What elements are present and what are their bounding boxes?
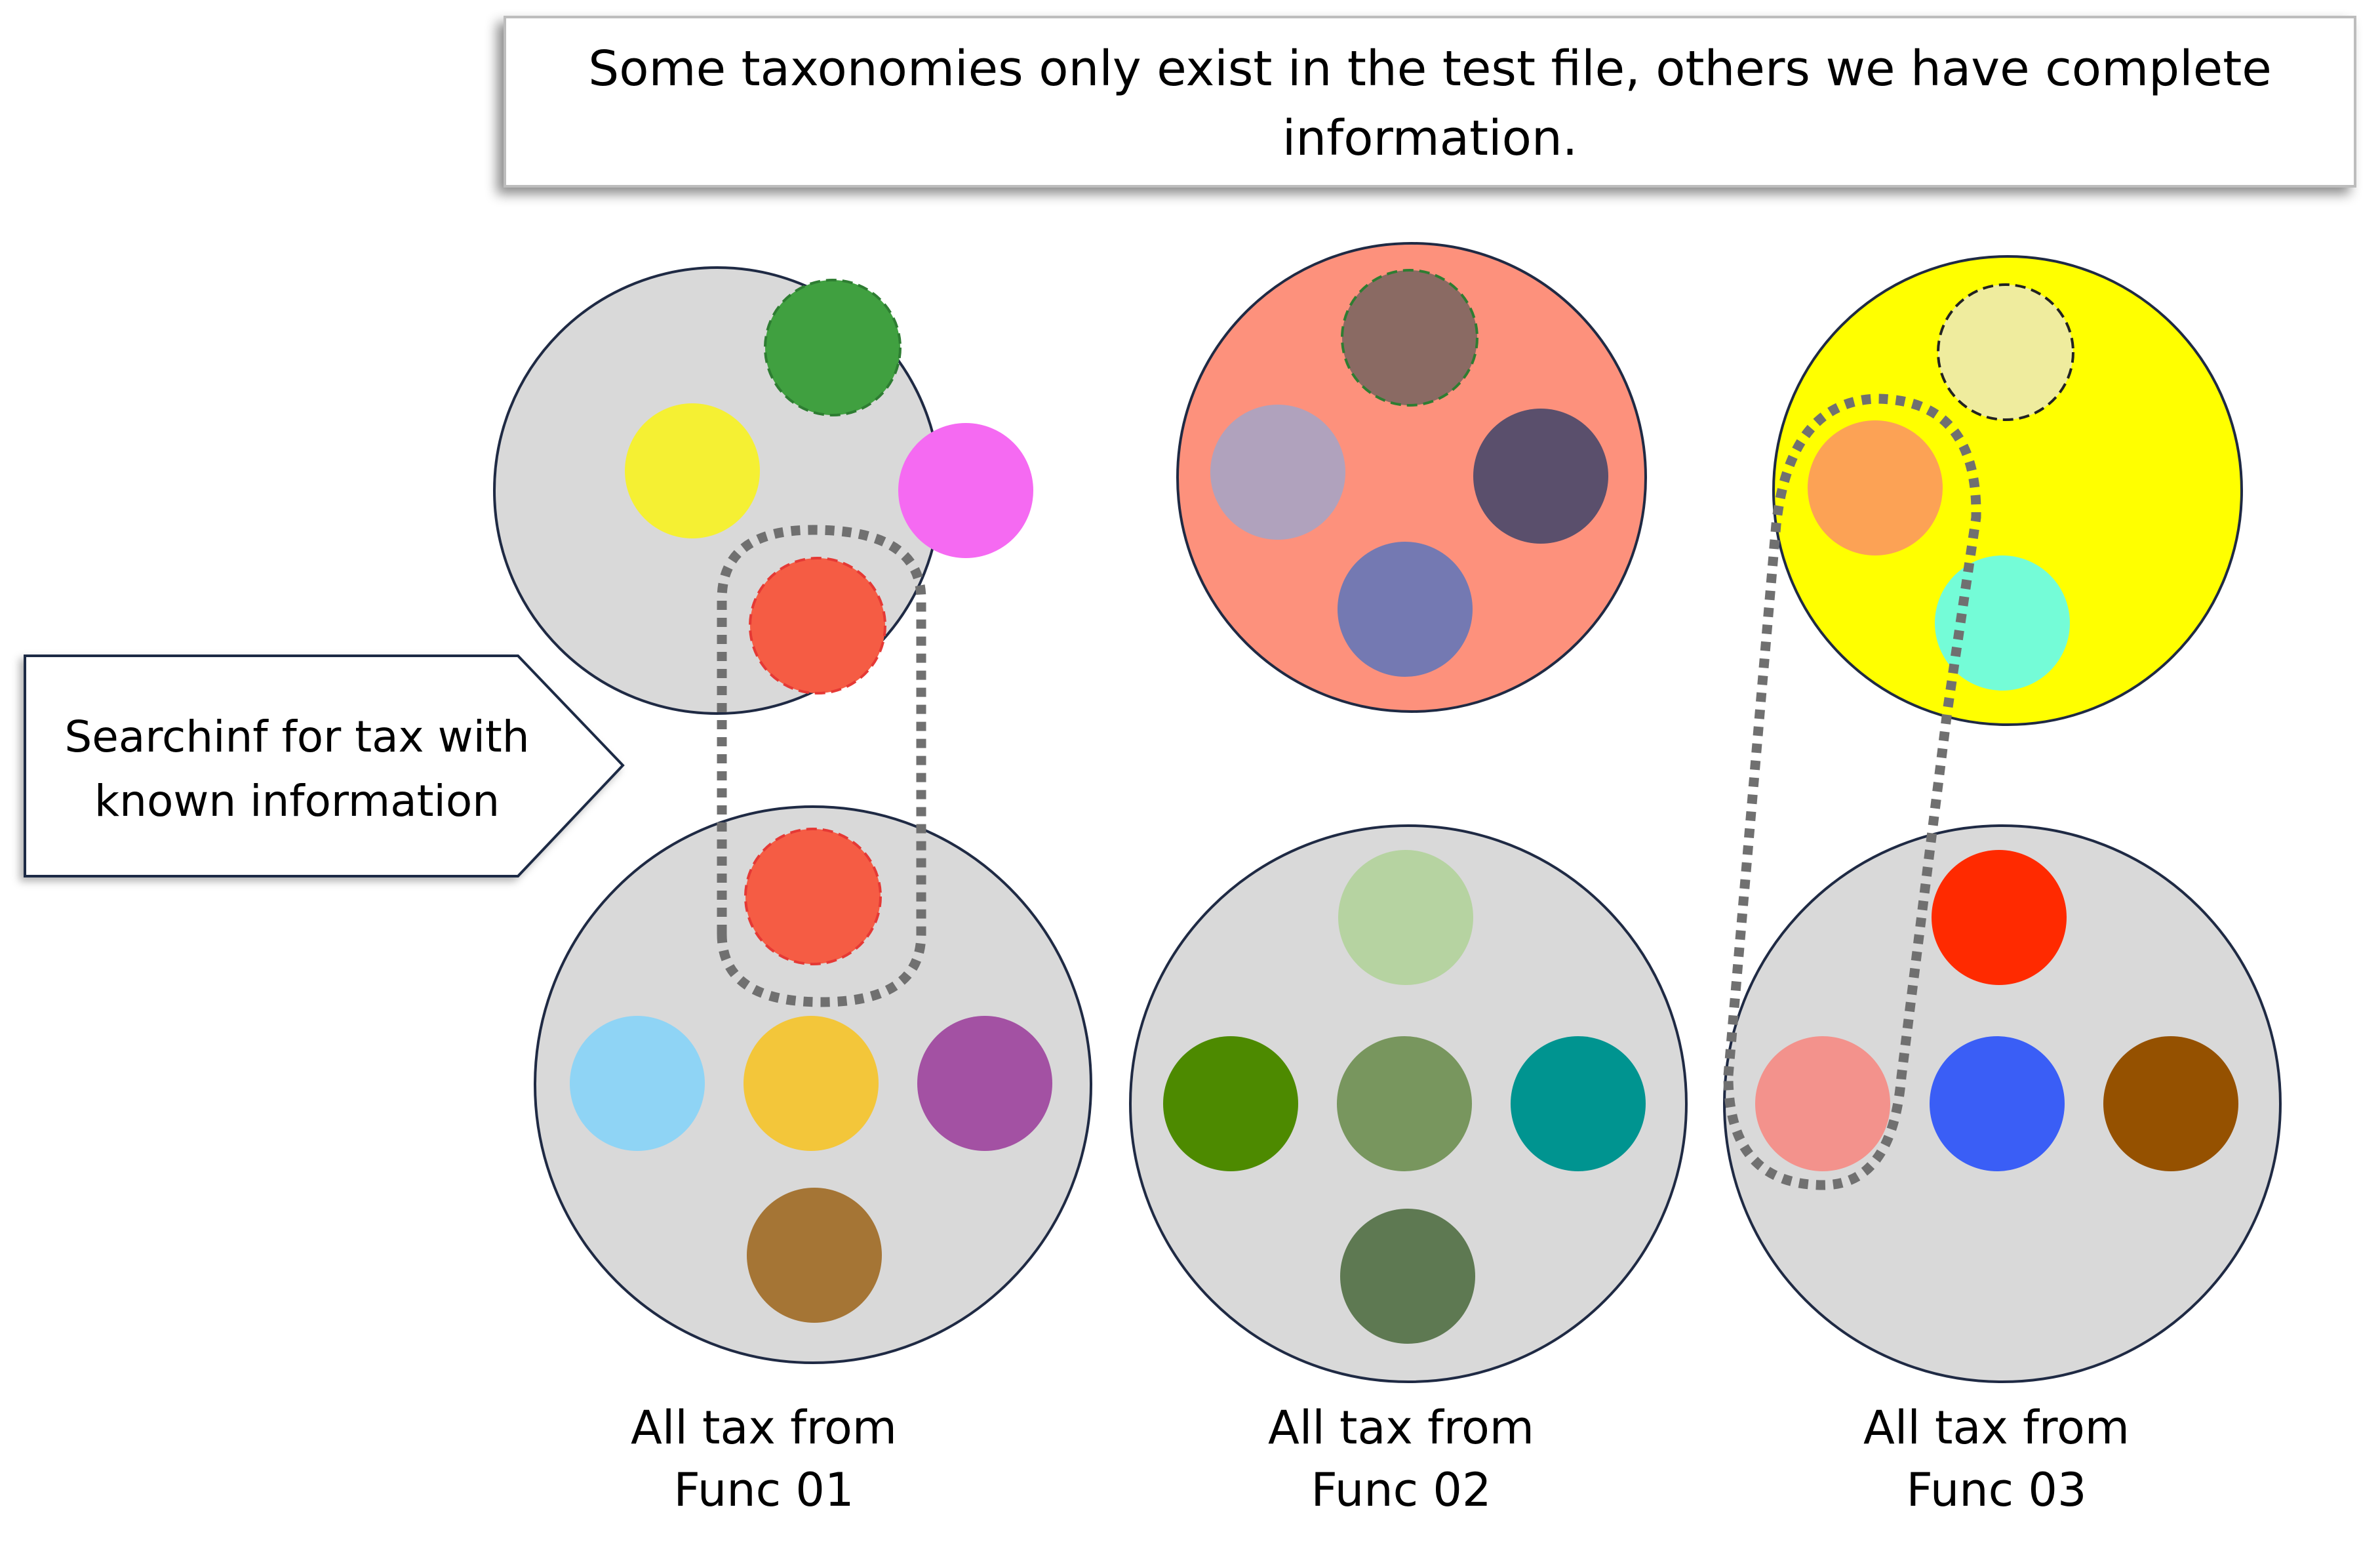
search-callout: Searchinf for tax with known information xyxy=(24,655,625,877)
test-set-1 xyxy=(493,266,1033,715)
taxon-circle xyxy=(1511,1036,1646,1171)
func-set-2 xyxy=(1129,824,1688,1383)
taxon-circle xyxy=(1340,1209,1475,1344)
match-outline-func03 xyxy=(1723,393,1981,1190)
func-label-3: All tax from Func 03 xyxy=(1863,1401,2130,1517)
test-set-2 xyxy=(1176,242,1647,713)
func-label-3-line-2: Func 03 xyxy=(1907,1463,2087,1517)
taxon-circle xyxy=(1210,405,1345,540)
taxon-circle xyxy=(2103,1036,2238,1171)
taxon-circle xyxy=(625,403,760,538)
func-label-1-line-1: All tax from xyxy=(631,1401,897,1455)
taxon-circle xyxy=(1932,850,2067,985)
taxon-circle xyxy=(764,279,902,416)
taxon-circle xyxy=(1341,269,1478,407)
taxon-circle xyxy=(1937,283,2074,421)
taxon-circle xyxy=(570,1016,705,1151)
taxon-circle xyxy=(917,1016,1052,1151)
match-outline-func01 xyxy=(717,525,926,1007)
taxon-circle xyxy=(1808,420,1943,555)
test-set-3-boundary xyxy=(1772,255,2243,726)
header-banner: Some taxonomies only exist in the test f… xyxy=(504,16,2356,188)
taxon-circle xyxy=(749,557,886,695)
test-set-2-boundary xyxy=(1176,242,1647,713)
taxon-circle xyxy=(1163,1036,1298,1171)
header-box xyxy=(504,16,2356,188)
func-label-2-line-2: Func 02 xyxy=(1311,1463,1492,1517)
taxon-circle xyxy=(1930,1036,2065,1171)
taxon-circle xyxy=(744,828,882,965)
func-label-2-line-1: All tax from xyxy=(1268,1401,1534,1455)
func-set-3 xyxy=(1723,824,2282,1383)
taxon-circle xyxy=(744,1016,879,1151)
taxon-circle xyxy=(1473,409,1608,544)
callout-line-2: known information xyxy=(94,776,500,826)
func-set-1 xyxy=(534,805,1092,1364)
taxon-circle xyxy=(1338,542,1473,677)
func-label-1: All tax from Func 01 xyxy=(631,1401,897,1517)
taxon-circle xyxy=(1338,850,1473,985)
taxon-circle xyxy=(898,423,1033,558)
taxon-circle xyxy=(1337,1036,1472,1171)
taxon-circle xyxy=(747,1188,882,1323)
func-label-2: All tax from Func 02 xyxy=(1268,1401,1534,1517)
taxon-circle xyxy=(1755,1036,1890,1171)
callout-line-1: Searchinf for tax with xyxy=(64,712,529,762)
func-label-1-line-2: Func 01 xyxy=(674,1463,854,1517)
callout-pentagon xyxy=(24,655,625,877)
header-line-2: information. xyxy=(1282,110,1578,167)
test-set-3 xyxy=(1772,255,2243,726)
func-label-3-line-1: All tax from xyxy=(1863,1401,2130,1455)
header-line-1: Some taxonomies only exist in the test f… xyxy=(588,41,2272,97)
